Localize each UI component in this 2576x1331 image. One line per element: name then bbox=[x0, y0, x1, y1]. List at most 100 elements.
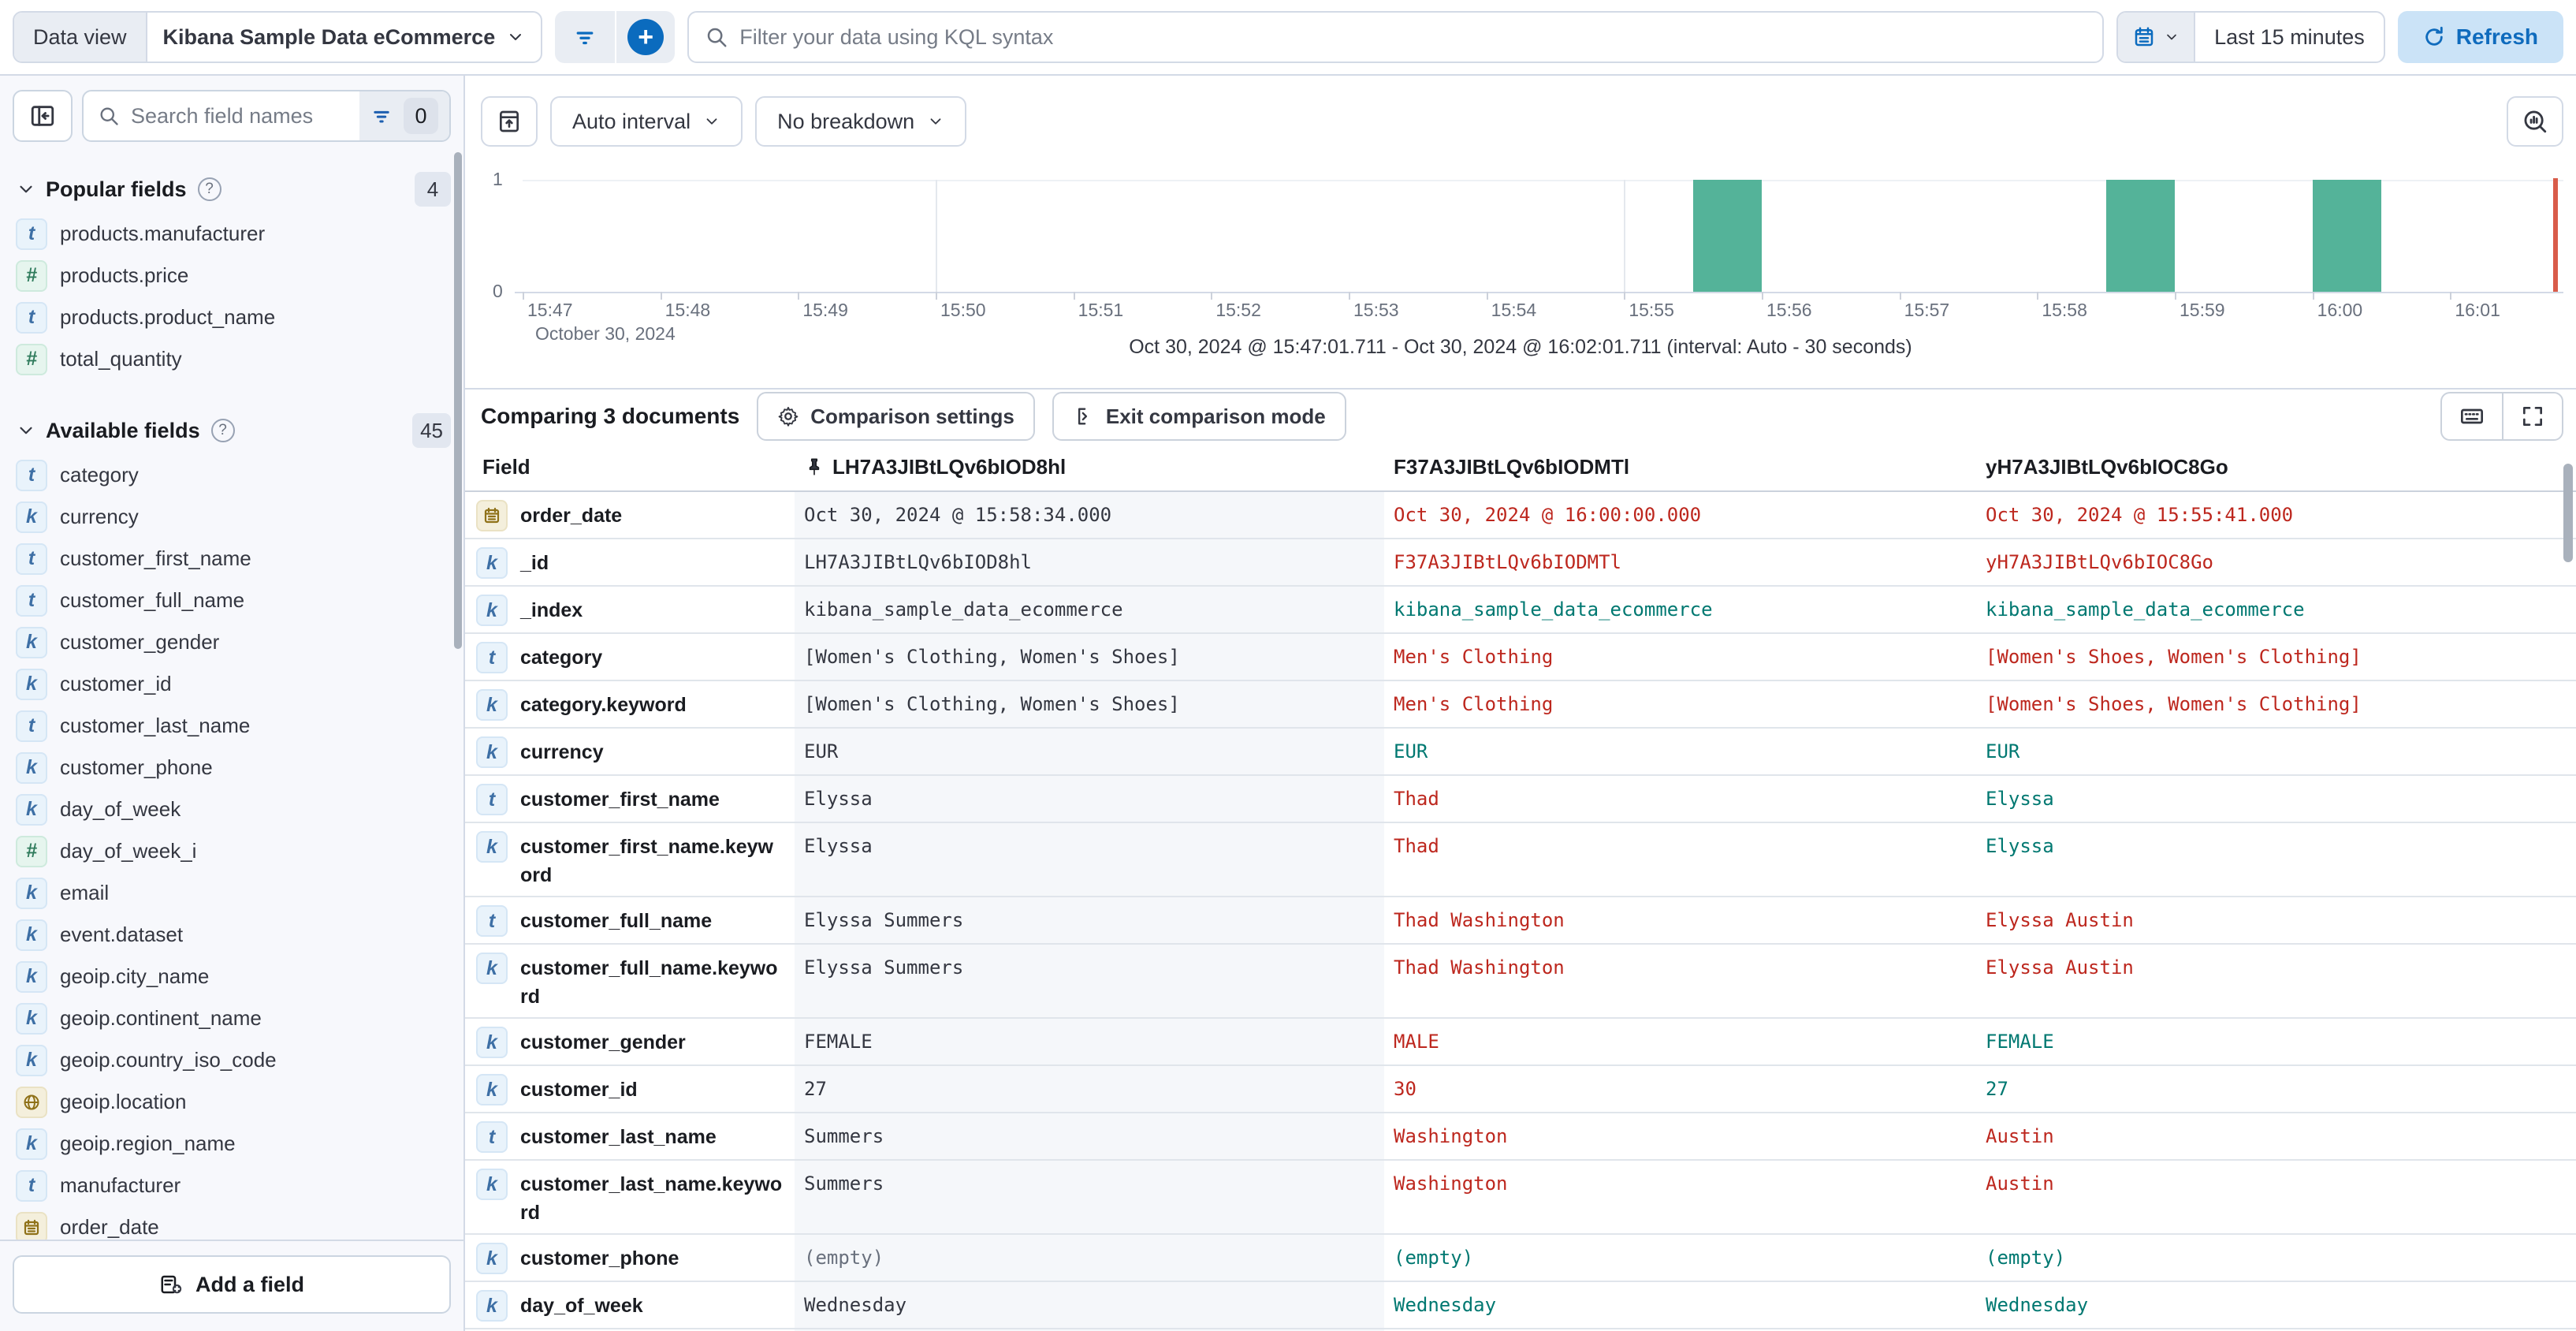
collapse-panel-icon bbox=[31, 106, 54, 126]
fullscreen-button[interactable] bbox=[2502, 392, 2563, 441]
keyword-field-type-icon: k bbox=[16, 919, 47, 951]
time-picker[interactable]: Last 15 minutes bbox=[2116, 11, 2385, 63]
keyword-field-type-icon: k bbox=[476, 547, 508, 579]
field-cell[interactable]: k customer_phone bbox=[465, 1235, 795, 1281]
field-list-item[interactable]: t products.manufacturer bbox=[0, 213, 463, 255]
histogram-bar[interactable] bbox=[2312, 180, 2381, 292]
field-cell[interactable]: t customer_last_name bbox=[465, 1113, 795, 1159]
field-list-item[interactable]: k customer_phone bbox=[0, 747, 463, 789]
exit-comparison-button[interactable]: Exit comparison mode bbox=[1052, 392, 1346, 441]
field-cell[interactable]: k customer_full_name.keyword bbox=[465, 945, 795, 1017]
keyboard-shortcuts-button[interactable] bbox=[2440, 392, 2502, 441]
base-doc-value: Summers bbox=[795, 1161, 1384, 1233]
field-cell[interactable]: t customer_full_name bbox=[465, 897, 795, 943]
field-list-item[interactable]: t category bbox=[0, 454, 463, 496]
field-cell[interactable]: t customer_first_name bbox=[465, 776, 795, 822]
date-field-type-icon bbox=[16, 1211, 47, 1243]
refresh-button[interactable]: Refresh bbox=[2397, 11, 2563, 63]
field-name: customer_full_name.keyword bbox=[520, 957, 778, 1008]
table-scrollbar[interactable] bbox=[2563, 464, 2573, 562]
field-cell[interactable]: k category.keyword bbox=[465, 681, 795, 727]
field-name: category bbox=[520, 647, 603, 669]
x-tick-mark bbox=[1211, 292, 1213, 300]
field-list-item[interactable]: k email bbox=[0, 872, 463, 914]
field-cell[interactable]: k customer_gender bbox=[465, 1019, 795, 1064]
breakdown-dropdown[interactable]: No breakdown bbox=[755, 96, 967, 147]
doc-column-header[interactable]: LH7A3JIBtLQv6bIOD8hl bbox=[795, 443, 1384, 490]
field-name: geoip.city_name bbox=[60, 964, 210, 988]
field-list-item[interactable]: order_date bbox=[0, 1206, 463, 1248]
field-cell[interactable]: order_date bbox=[465, 492, 795, 538]
x-tick-mark bbox=[660, 292, 662, 300]
field-name: order_date bbox=[520, 505, 623, 527]
field-filter-button[interactable]: 0 bbox=[359, 91, 449, 140]
time-range-value[interactable]: Last 15 minutes bbox=[2214, 24, 2365, 49]
histogram-bar[interactable] bbox=[1692, 180, 1762, 292]
field-list-item[interactable]: # products.price bbox=[0, 255, 463, 296]
field-name: geoip.country_iso_code bbox=[60, 1048, 277, 1072]
x-tick-label: 15:59 bbox=[2180, 300, 2225, 320]
x-tick-label: 15:56 bbox=[1766, 300, 1812, 320]
doc-column-header[interactable]: F37A3JIBtLQv6bIODMTl bbox=[1384, 443, 1976, 490]
field-list-item[interactable]: k event.dataset bbox=[0, 914, 463, 956]
filter-menu-button[interactable] bbox=[555, 11, 615, 63]
field-list-item[interactable]: k geoip.continent_name bbox=[0, 997, 463, 1039]
field-cell[interactable]: k currency bbox=[465, 729, 795, 774]
field-cell[interactable]: k customer_last_name.keyword bbox=[465, 1161, 795, 1233]
comparison-doc-value: Oct 30, 2024 @ 16:00:00.000 bbox=[1394, 504, 1702, 526]
base-doc-value: 2 bbox=[795, 1329, 1384, 1331]
field-list-item[interactable]: k geoip.country_iso_code bbox=[0, 1039, 463, 1081]
doc-column-header[interactable]: yH7A3JIBtLQv6bIOC8Go bbox=[1976, 443, 2576, 490]
keyword-field-type-icon: k bbox=[16, 1044, 47, 1076]
comparison-settings-button[interactable]: Comparison settings bbox=[757, 392, 1035, 441]
field-list-item[interactable]: k geoip.region_name bbox=[0, 1123, 463, 1165]
field-cell[interactable]: k customer_first_name.keyword bbox=[465, 823, 795, 896]
histogram-bar[interactable] bbox=[2105, 180, 2175, 292]
field-cell[interactable]: k _id bbox=[465, 539, 795, 585]
text-field-type-icon: t bbox=[476, 905, 508, 937]
add-field-button[interactable]: Add a field bbox=[13, 1255, 451, 1314]
x-tick-mark bbox=[2312, 292, 2314, 300]
field-list-item[interactable]: t customer_last_name bbox=[0, 705, 463, 747]
field-list-item[interactable]: k customer_id bbox=[0, 663, 463, 705]
keyword-field-type-icon: k bbox=[16, 501, 47, 533]
interval-dropdown[interactable]: Auto interval bbox=[550, 96, 743, 147]
dataview-value: Kibana Sample Data eCommerce bbox=[162, 24, 496, 49]
time-picker-calendar-button[interactable] bbox=[2118, 13, 2196, 62]
field-list-item[interactable]: k currency bbox=[0, 496, 463, 538]
add-filter-button[interactable]: + bbox=[615, 11, 675, 63]
field-list-item[interactable]: # day_of_week_i bbox=[0, 830, 463, 872]
field-list-item[interactable]: t customer_first_name bbox=[0, 538, 463, 580]
collapse-sidebar-button[interactable] bbox=[13, 90, 73, 142]
field-name: currency bbox=[520, 741, 604, 763]
chevron-down-icon bbox=[20, 185, 32, 193]
field-search-input[interactable]: Search field names 0 bbox=[82, 90, 451, 142]
field-list-item[interactable]: # total_quantity bbox=[0, 338, 463, 380]
field-cell[interactable]: k _index bbox=[465, 587, 795, 632]
field-list-item[interactable]: k customer_gender bbox=[0, 621, 463, 663]
field-list-item[interactable]: t manufacturer bbox=[0, 1165, 463, 1206]
hide-chart-button[interactable] bbox=[481, 96, 538, 147]
discover-main-panel: Auto interval No breakdown 1 0 15:47 15:48 1… bbox=[463, 76, 2576, 1331]
field-cell[interactable]: k customer_id bbox=[465, 1066, 795, 1112]
popular-fields-header[interactable]: Popular fields ? 4 bbox=[16, 170, 451, 208]
table-header-row: Field LH7A3JIBtLQv6bIOD8hl F37A3JIBtLQv6bI… bbox=[465, 443, 2576, 492]
field-list-item[interactable]: k geoip.city_name bbox=[0, 956, 463, 997]
kql-search-input[interactable]: Filter your data using KQL syntax bbox=[687, 11, 2105, 63]
field-list-item[interactable]: t customer_full_name bbox=[0, 580, 463, 621]
field-cell[interactable]: k day_of_week bbox=[465, 1282, 795, 1328]
base-doc-value: Wednesday bbox=[795, 1282, 1384, 1328]
field-list-item[interactable]: geoip.location bbox=[0, 1081, 463, 1123]
search-icon bbox=[100, 107, 118, 125]
field-list-item[interactable]: k day_of_week bbox=[0, 789, 463, 830]
gridline-y1 bbox=[523, 180, 2563, 181]
sidebar-scrollbar[interactable] bbox=[454, 152, 462, 649]
table-row: k category.keyword [Women's Clothing, Wome… bbox=[465, 681, 2576, 729]
x-tick-label: 15:58 bbox=[2042, 300, 2087, 320]
edit-visualization-button[interactable] bbox=[2507, 96, 2563, 147]
available-fields-header[interactable]: Available fields ? 45 bbox=[16, 412, 451, 449]
field-list-item[interactable]: t products.product_name bbox=[0, 296, 463, 338]
table-row: k customer_last_name.keyword Summers Washin… bbox=[465, 1161, 2576, 1235]
dataview-picker[interactable]: Data view Kibana Sample Data eCommerce bbox=[13, 11, 543, 63]
field-cell[interactable]: t category bbox=[465, 634, 795, 680]
